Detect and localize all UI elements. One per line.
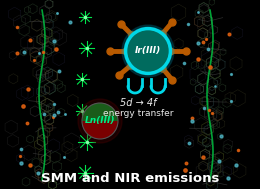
Text: 5d → 4f: 5d → 4f [120, 98, 156, 108]
Text: Ln(III): Ln(III) [85, 116, 115, 125]
Circle shape [122, 25, 174, 77]
Wedge shape [82, 103, 118, 121]
Circle shape [128, 31, 168, 71]
Text: Ir(III): Ir(III) [135, 46, 161, 56]
Text: energy transfer: energy transfer [103, 109, 173, 119]
Circle shape [78, 99, 122, 143]
Wedge shape [82, 121, 118, 139]
Circle shape [124, 27, 172, 75]
Text: SMM and NIR emissions: SMM and NIR emissions [41, 173, 219, 185]
